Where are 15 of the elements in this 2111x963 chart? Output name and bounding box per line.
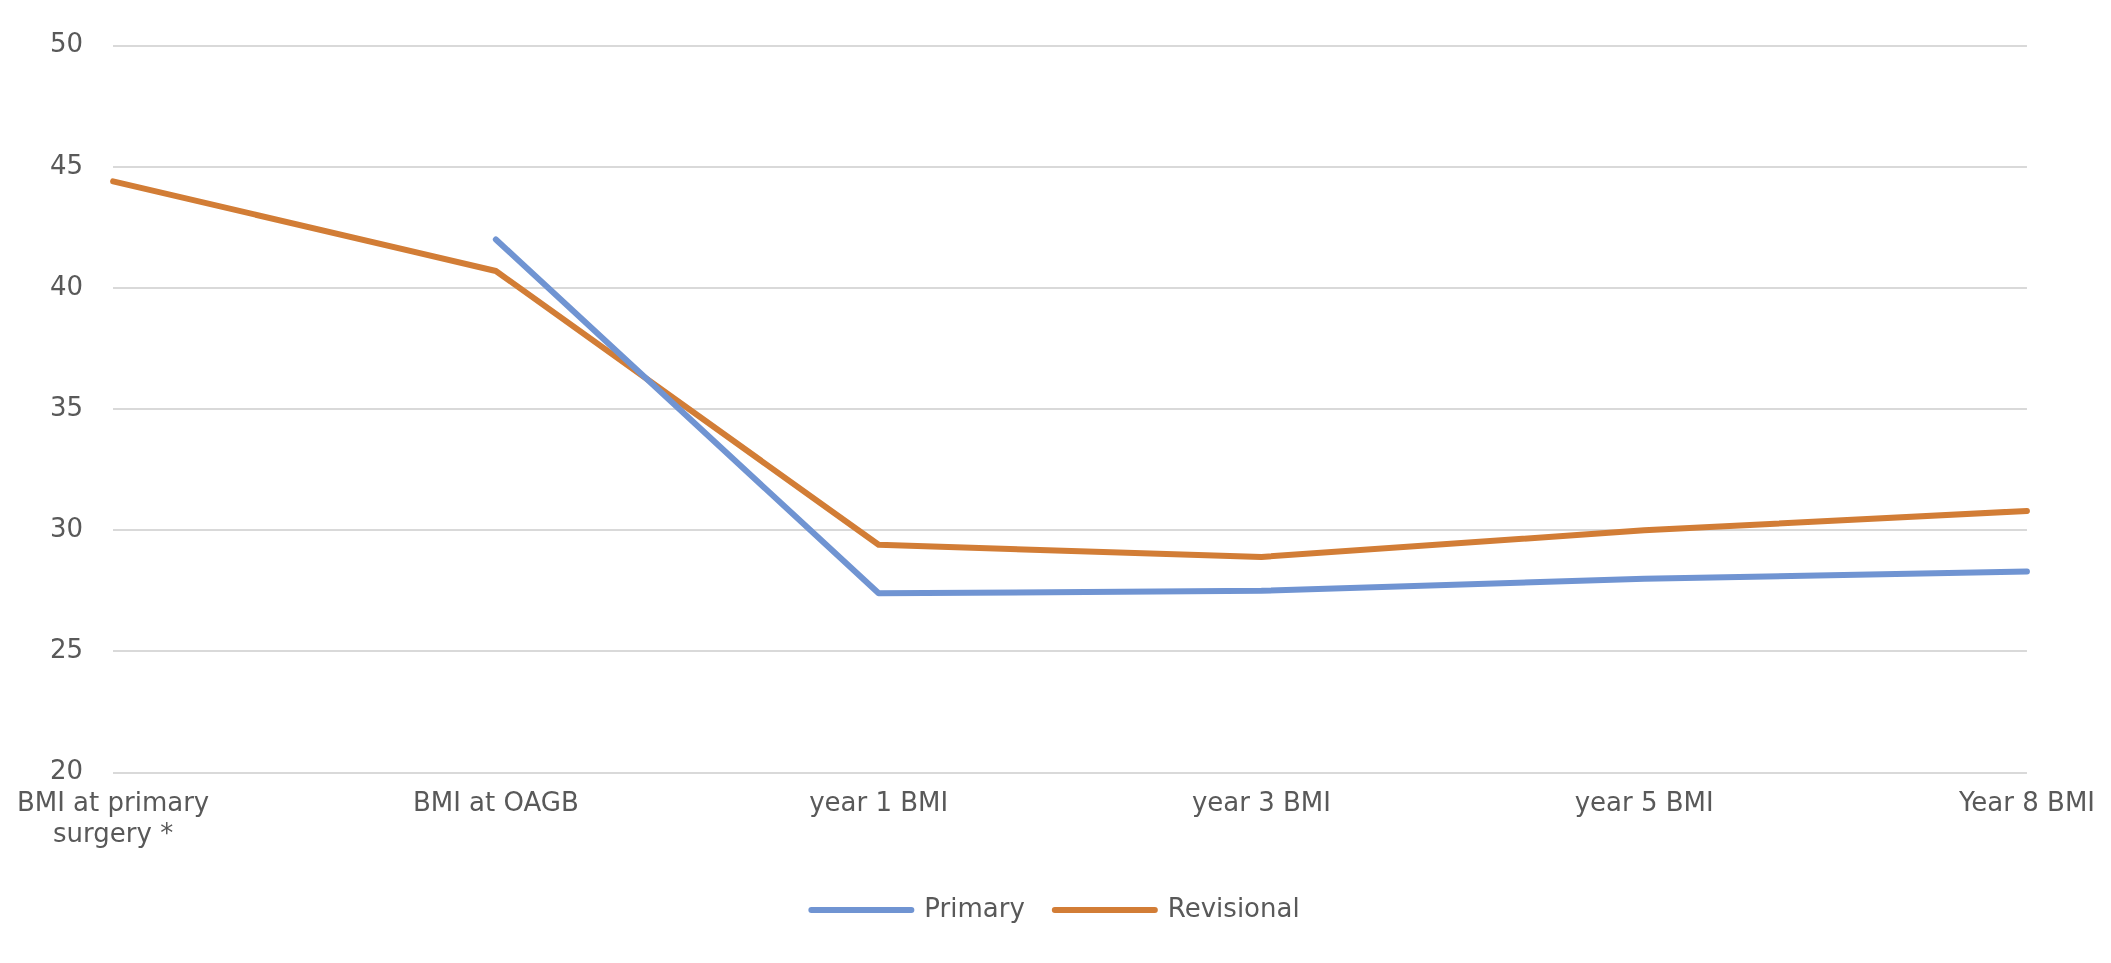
x-tick-label: Year 8 BMI bbox=[1957, 786, 2095, 817]
y-tick-label: 50 bbox=[49, 28, 84, 59]
y-tick-label: 45 bbox=[49, 149, 84, 180]
y-tick-label: 30 bbox=[49, 513, 84, 544]
x-tick-label: year 3 BMI bbox=[1191, 786, 1331, 817]
x-tick-label: year 1 BMI bbox=[809, 786, 949, 817]
y-tick-label: 35 bbox=[49, 391, 84, 422]
x-tick-label: BMI at OAGB bbox=[412, 786, 579, 817]
y-tick-label: 40 bbox=[49, 270, 84, 301]
legend-label: Revisional bbox=[1167, 892, 1300, 923]
x-tick-label: BMI at primary surgery * bbox=[16, 786, 210, 849]
legend-label: Primary bbox=[924, 892, 1025, 923]
y-tick-label: 20 bbox=[49, 755, 84, 786]
x-tick-label: year 5 BMI bbox=[1574, 786, 1714, 817]
y-tick-label: 25 bbox=[49, 634, 84, 665]
